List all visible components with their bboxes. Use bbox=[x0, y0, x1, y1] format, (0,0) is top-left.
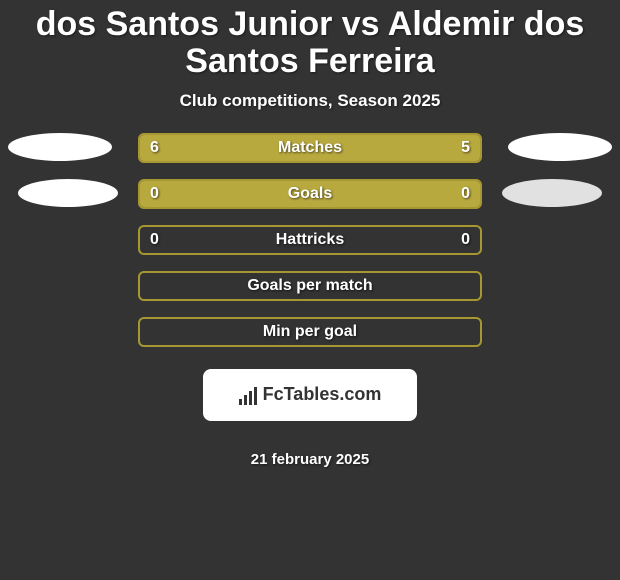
metric-bar: Matches6 5 bbox=[138, 133, 482, 163]
subtitle: Club competitions, Season 2025 bbox=[0, 91, 620, 111]
date-line: 21 february 2025 bbox=[251, 451, 369, 468]
metric-row: Min per goal bbox=[0, 317, 620, 347]
metric-value-right: 0 bbox=[451, 181, 480, 207]
bars-icon-bar bbox=[239, 399, 242, 405]
metric-rows: Matches65Goals00Hattricks00Goals per mat… bbox=[0, 133, 620, 347]
metric-row: Goals per match bbox=[0, 271, 620, 301]
metric-row: Matches6 5 bbox=[0, 133, 620, 163]
metric-value-right: 5 bbox=[451, 135, 480, 161]
brand-badge: FcTables.com bbox=[203, 369, 417, 421]
bars-icon-bar bbox=[254, 387, 257, 405]
player-pill-left bbox=[8, 133, 112, 161]
metric-bar: Goals0 0 bbox=[138, 179, 482, 209]
metric-row: Hattricks0 0 bbox=[0, 225, 620, 255]
bars-icon-bar bbox=[244, 395, 247, 405]
footer-block: FcTables.com 21 february 2025 bbox=[0, 363, 620, 468]
metric-bar: Min per goal bbox=[138, 317, 482, 347]
player-pill-right bbox=[508, 133, 612, 161]
page-title: dos Santos Junior vs Aldemir dos Santos … bbox=[0, 6, 620, 91]
metric-label: Matches bbox=[140, 139, 480, 157]
metric-value-left: 0 bbox=[140, 181, 169, 207]
metric-bar: Hattricks0 0 bbox=[138, 225, 482, 255]
player-pill-right bbox=[502, 179, 602, 207]
metric-label: Goals per match bbox=[140, 277, 480, 295]
metric-bar: Goals per match bbox=[138, 271, 482, 301]
metric-label: Min per goal bbox=[140, 323, 480, 341]
bars-icon-bar bbox=[249, 391, 252, 405]
metric-value-left: 0 bbox=[140, 227, 169, 253]
metric-label: Goals bbox=[140, 185, 480, 203]
metric-value-left: 6 bbox=[140, 135, 169, 161]
bars-icon bbox=[239, 385, 257, 405]
comparison-infographic: dos Santos Junior vs Aldemir dos Santos … bbox=[0, 0, 620, 580]
brand-text: FcTables.com bbox=[263, 384, 382, 405]
player-pill-left bbox=[18, 179, 118, 207]
metric-label: Hattricks bbox=[140, 231, 480, 249]
metric-value-right: 0 bbox=[451, 227, 480, 253]
metric-row: Goals0 0 bbox=[0, 179, 620, 209]
